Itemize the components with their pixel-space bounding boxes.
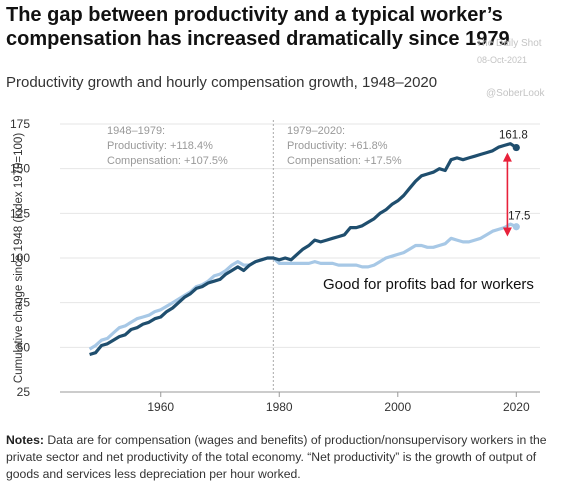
y-tick-label: 75 (17, 296, 31, 310)
chart-annotation: Good for profits bad for workers (323, 276, 534, 293)
y-tick-label: 125 (10, 206, 30, 220)
y-tick-label: 50 (17, 340, 31, 354)
x-tick-label: 1980 (266, 400, 293, 414)
notes-label: Notes: (6, 433, 44, 447)
notes-block: Notes: Data are for compensation (wages … (6, 432, 572, 483)
period-compensation-stat: Compensation: +107.5% (107, 155, 228, 167)
period-compensation-stat: Compensation: +17.5% (287, 155, 402, 167)
y-tick-label: 25 (17, 385, 31, 399)
x-tick-label: 2000 (384, 400, 411, 414)
productivity-end-point (512, 143, 520, 152)
compensation-line (88, 222, 517, 351)
productivity-line (89, 142, 518, 357)
line-chart: 25 50 75 100 125 150 175 1960 1980 2000 2020 Cumula… (10, 117, 540, 414)
compensation-end-point (512, 223, 520, 231)
y-axis-label: Cumulative change since 1948 (index 1979… (13, 133, 25, 383)
y-tick-label: 175 (10, 117, 30, 131)
x-tick-label: 1960 (147, 400, 174, 414)
chart-subtitle: Productivity growth and hourly compensat… (6, 74, 438, 91)
y-tick-label: 150 (10, 162, 30, 176)
compensation-end-label: 17.5 (508, 211, 530, 223)
period-productivity-stat: Productivity: +118.4% (107, 140, 213, 152)
chart-title: The gap between productivity and a typic… (6, 4, 510, 50)
x-tick-label: 2020 (503, 400, 530, 414)
notes-text: Data are for compensation (wages and ben… (6, 433, 547, 481)
source-watermark: The Daily Shot (476, 38, 542, 49)
gap-arrow-head-bottom (502, 227, 512, 237)
y-tick-label: 100 (10, 251, 30, 265)
gap-arrow-head-top (502, 152, 512, 162)
period-label: 1979–2020: (287, 125, 345, 137)
productivity-end-label: 161.8 (499, 130, 528, 142)
date-watermark: 08-Oct-2021 (477, 55, 528, 65)
period-productivity-stat: Productivity: +61.8% (287, 140, 388, 152)
handle-watermark: @SoberLook (486, 88, 545, 99)
period-label: 1948–1979: (107, 125, 165, 137)
